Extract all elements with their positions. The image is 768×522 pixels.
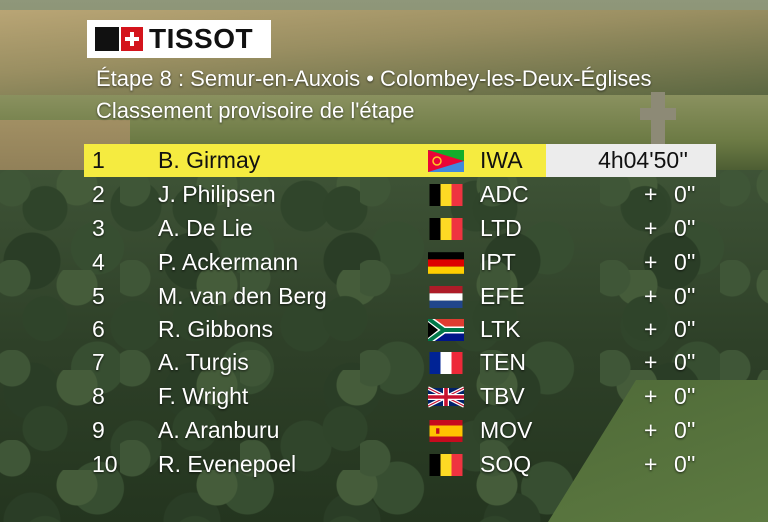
south-africa-flag-icon — [428, 319, 464, 341]
swiss-cross-icon — [121, 27, 143, 51]
rider-name: M. van den Berg — [158, 283, 327, 309]
table-row: 9 A. Aranburu MOV +0'' — [84, 414, 716, 447]
gap-plus-sign: + — [644, 316, 658, 342]
gap-plus-sign: + — [644, 249, 658, 275]
lorraine-cross-monument — [651, 92, 665, 152]
team-code: LTK — [480, 316, 521, 342]
time-gap: 0'' — [674, 283, 696, 309]
belgium-flag-icon — [428, 218, 464, 240]
time-box — [546, 144, 716, 177]
belgium-flag-icon — [428, 454, 464, 476]
stage-title: Étape 8 : Semur-en-Auxois • Colombey-les… — [96, 66, 652, 91]
team-code: TBV — [480, 383, 525, 409]
team-code: MOV — [480, 417, 533, 443]
classification-subtitle: Classement provisoire de l'étape — [96, 98, 415, 123]
rider-name: A. Turgis — [158, 349, 249, 375]
rider-name: P. Ackermann — [158, 249, 299, 275]
time-gap: 0'' — [674, 451, 696, 477]
time-gap: 0'' — [674, 215, 696, 241]
position-number: 4 — [92, 249, 105, 275]
tissot-t-icon — [95, 27, 119, 51]
time-gap: 0'' — [674, 316, 696, 342]
position-number: 6 — [92, 316, 105, 342]
time-gap: 0'' — [674, 349, 696, 375]
rider-name: A. Aranburu — [158, 417, 280, 443]
gap-plus-sign: + — [644, 283, 658, 309]
table-row: 6 R. Gibbons LTK +0'' — [84, 313, 716, 346]
gap-plus-sign: + — [644, 417, 658, 443]
table-row: 7 A. Turgis TEN +0'' — [84, 346, 716, 379]
gap-plus-sign: + — [644, 349, 658, 375]
rider-name: R. Evenepoel — [158, 451, 297, 477]
rider-name: J. Philipsen — [158, 181, 276, 207]
spain-flag-icon — [428, 420, 464, 442]
table-row: 3 A. De Lie LTD +0'' — [84, 212, 716, 245]
team-code: ADC — [480, 181, 529, 207]
table-row: 8 F. Wright TBV +0'' — [84, 380, 716, 413]
gap-plus-sign: + — [644, 181, 658, 207]
table-row: 4 P. Ackermann IPT +0'' — [84, 246, 716, 279]
position-number: 10 — [92, 451, 118, 477]
position-number: 7 — [92, 349, 105, 375]
netherlands-flag-icon — [428, 286, 464, 308]
team-code: LTD — [480, 215, 522, 241]
logo-text: TISSOT — [149, 23, 254, 54]
team-code: SOQ — [480, 451, 532, 477]
lorraine-cross-monument — [640, 108, 676, 120]
leader-row: 1 B. Girmay IWA 4h04'50'' — [84, 144, 716, 177]
gap-plus-sign: + — [644, 215, 658, 241]
position-number: 2 — [92, 181, 105, 207]
germany-flag-icon — [428, 252, 464, 274]
eritrea-flag-icon — [428, 150, 464, 172]
table-row: 5 M. van den Berg EFE +0'' — [84, 280, 716, 313]
position-number: 1 — [92, 147, 105, 173]
rider-name: A. De Lie — [158, 215, 253, 241]
rider-name: F. Wright — [158, 383, 249, 409]
gap-plus-sign: + — [644, 451, 658, 477]
position-number: 3 — [92, 215, 105, 241]
gap-plus-sign: + — [644, 383, 658, 409]
team-code: IPT — [480, 249, 516, 275]
table-row: 10 R. Evenepoel SOQ +0'' — [84, 448, 716, 481]
belgium-flag-icon — [428, 184, 464, 206]
rider-name: R. Gibbons — [158, 316, 274, 342]
united-kingdom-flag-icon — [428, 386, 464, 408]
position-number: 5 — [92, 283, 105, 309]
position-number: 8 — [92, 383, 105, 409]
team-code: TEN — [480, 349, 526, 375]
table-row: 2 J. Philipsen ADC +0'' — [84, 178, 716, 211]
stage-time: 4h04'50'' — [598, 147, 688, 173]
time-gap: 0'' — [674, 417, 696, 443]
sponsor-logo: TISSOT — [87, 20, 271, 58]
time-gap: 0'' — [674, 383, 696, 409]
team-code: IWA — [480, 147, 523, 173]
team-code: EFE — [480, 283, 525, 309]
time-gap: 0'' — [674, 181, 696, 207]
rider-name: B. Girmay — [158, 147, 261, 173]
time-gap: 0'' — [674, 249, 696, 275]
position-number: 9 — [92, 417, 105, 443]
france-flag-icon — [428, 352, 464, 374]
